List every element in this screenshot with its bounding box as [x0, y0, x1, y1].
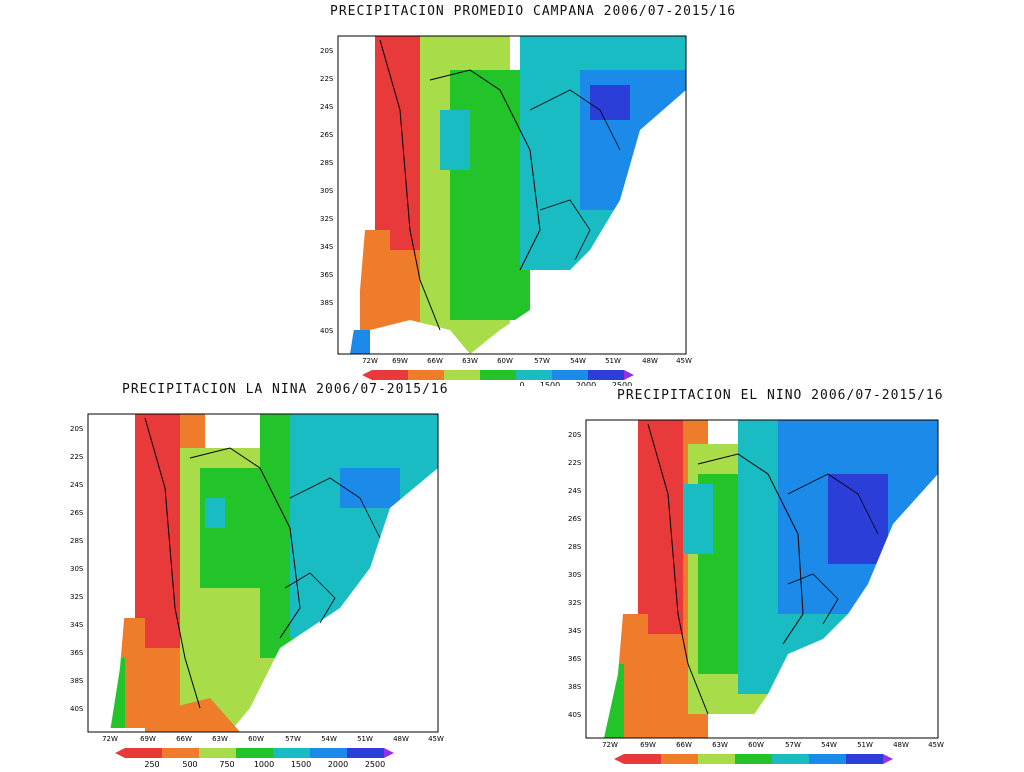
- lon-label: 63W: [462, 357, 478, 365]
- latitude-labels-campana: 20S 22S 24S 26S 28S 30S 32S 34S 36S 38S …: [320, 47, 334, 335]
- lat-label: 20S: [568, 431, 582, 439]
- lat-label: 40S: [320, 327, 334, 335]
- lon-label: 57W: [785, 741, 801, 749]
- map-panel-la-nina: 20S 22S 24S 26S 28S 30S 32S 34S 36S 38S …: [50, 408, 450, 769]
- lat-label: 28S: [320, 159, 334, 167]
- colorbar-el-nino: [614, 754, 893, 764]
- lat-label: 40S: [70, 705, 84, 713]
- lon-label: 66W: [676, 741, 692, 749]
- lon-label: 51W: [605, 357, 621, 365]
- lon-label: 72W: [362, 357, 378, 365]
- panel-title-campana: PRECIPITACION PROMEDIO CAMPANA 2006/07-2…: [330, 4, 737, 19]
- panel-title-la-nina: PRECIPITACION LA NINA 2006/07-2015/16: [122, 382, 449, 397]
- lat-label: 38S: [70, 677, 84, 685]
- lon-label: 69W: [392, 357, 408, 365]
- colorbar-label: 2500: [365, 760, 385, 768]
- lat-label: 28S: [70, 537, 84, 545]
- lon-label: 45W: [428, 735, 444, 743]
- lon-label: 66W: [427, 357, 443, 365]
- lon-label: 60W: [748, 741, 764, 749]
- colorbar-label: 0: [519, 381, 524, 386]
- lat-label: 22S: [568, 459, 582, 467]
- lon-label: 48W: [393, 735, 409, 743]
- lon-label: 60W: [497, 357, 513, 365]
- lon-label: 72W: [602, 741, 618, 749]
- lon-label: 69W: [640, 741, 656, 749]
- lon-label: 57W: [534, 357, 550, 365]
- lon-label: 72W: [102, 735, 118, 743]
- colorbar-label: 1500: [291, 760, 311, 768]
- lat-label: 20S: [320, 47, 334, 55]
- lat-label: 30S: [70, 565, 84, 573]
- lat-label: 30S: [568, 571, 582, 579]
- colorbar-label: 500: [182, 760, 197, 768]
- longitude-labels-la-nina: 72W 69W 66W 63W 60W 57W 54W 51W 48W 45W: [102, 735, 444, 743]
- lat-label: 32S: [70, 593, 84, 601]
- lat-label: 22S: [70, 453, 84, 461]
- lat-label: 26S: [568, 515, 582, 523]
- lat-label: 34S: [320, 243, 334, 251]
- colorbar-la-nina: 250 500 750 1000 1500 2000 2500: [115, 748, 394, 769]
- lat-label: 32S: [320, 215, 334, 223]
- lat-label: 36S: [320, 271, 334, 279]
- lon-label: 51W: [357, 735, 373, 743]
- latitude-labels-la-nina: 20S 22S 24S 26S 28S 30S 32S 34S 36S 38S …: [70, 425, 84, 713]
- lon-label: 48W: [642, 357, 658, 365]
- longitude-labels-el-nino: 72W 69W 66W 63W 60W 57W 54W 51W 48W 45W: [602, 741, 944, 749]
- lon-label: 63W: [212, 735, 228, 743]
- lat-label: 40S: [568, 711, 582, 719]
- lat-label: 38S: [320, 299, 334, 307]
- lon-label: 54W: [321, 735, 337, 743]
- lon-label: 45W: [928, 741, 944, 749]
- map-panel-el-nino: 20S 22S 24S 26S 28S 30S 32S 34S 36S 38S …: [548, 414, 948, 768]
- precipitation-map-la-nina: 20S 22S 24S 26S 28S 30S 32S 34S 36S 38S …: [70, 413, 444, 769]
- lon-label: 45W: [676, 357, 692, 365]
- panel-title-el-nino: PRECIPITACION EL NINO 2006/07-2015/16: [617, 388, 944, 403]
- colorbar-label: 1000: [254, 760, 274, 768]
- lat-label: 26S: [320, 131, 334, 139]
- lon-label: 54W: [821, 741, 837, 749]
- lon-label: 66W: [176, 735, 192, 743]
- lat-label: 34S: [70, 621, 84, 629]
- lat-label: 34S: [568, 627, 582, 635]
- lat-label: 26S: [70, 509, 84, 517]
- lat-label: 24S: [70, 481, 84, 489]
- precipitation-map-el-nino: 20S 22S 24S 26S 28S 30S 32S 34S 36S 38S …: [568, 419, 944, 764]
- map-panel-campana: 20S 22S 24S 26S 28S 30S 32S 34S 36S 38S …: [300, 30, 700, 390]
- lat-label: 32S: [568, 599, 582, 607]
- precipitation-map-campana: 20S 22S 24S 26S 28S 30S 32S 34S 36S 38S …: [320, 35, 692, 390]
- lon-label: 63W: [712, 741, 728, 749]
- longitude-labels-campana: 72W 69W 66W 63W 60W 57W 54W 51W 48W 45W: [362, 357, 692, 365]
- latitude-labels-el-nino: 20S 22S 24S 26S 28S 30S 32S 34S 36S 38S …: [568, 431, 582, 719]
- lon-label: 51W: [857, 741, 873, 749]
- lat-label: 24S: [320, 103, 334, 111]
- colorbar-campana: 0 1500 2000 2500: [362, 370, 634, 390]
- lat-label: 28S: [568, 543, 582, 551]
- lat-label: 22S: [320, 75, 334, 83]
- colorbar-label: 2000: [328, 760, 348, 768]
- lon-label: 54W: [570, 357, 586, 365]
- lat-label: 24S: [568, 487, 582, 495]
- colorbar-label: 1500: [540, 381, 560, 386]
- lon-label: 60W: [248, 735, 264, 743]
- lon-label: 57W: [285, 735, 301, 743]
- lat-label: 36S: [568, 655, 582, 663]
- lat-label: 38S: [568, 683, 582, 691]
- colorbar-label: 2500: [612, 381, 632, 386]
- colorbar-label: 250: [144, 760, 159, 768]
- lat-label: 30S: [320, 187, 334, 195]
- lon-label: 48W: [893, 741, 909, 749]
- colorbar-label: 750: [219, 760, 234, 768]
- lat-label: 36S: [70, 649, 84, 657]
- lon-label: 69W: [140, 735, 156, 743]
- colorbar-label: 2000: [576, 381, 596, 386]
- lat-label: 20S: [70, 425, 84, 433]
